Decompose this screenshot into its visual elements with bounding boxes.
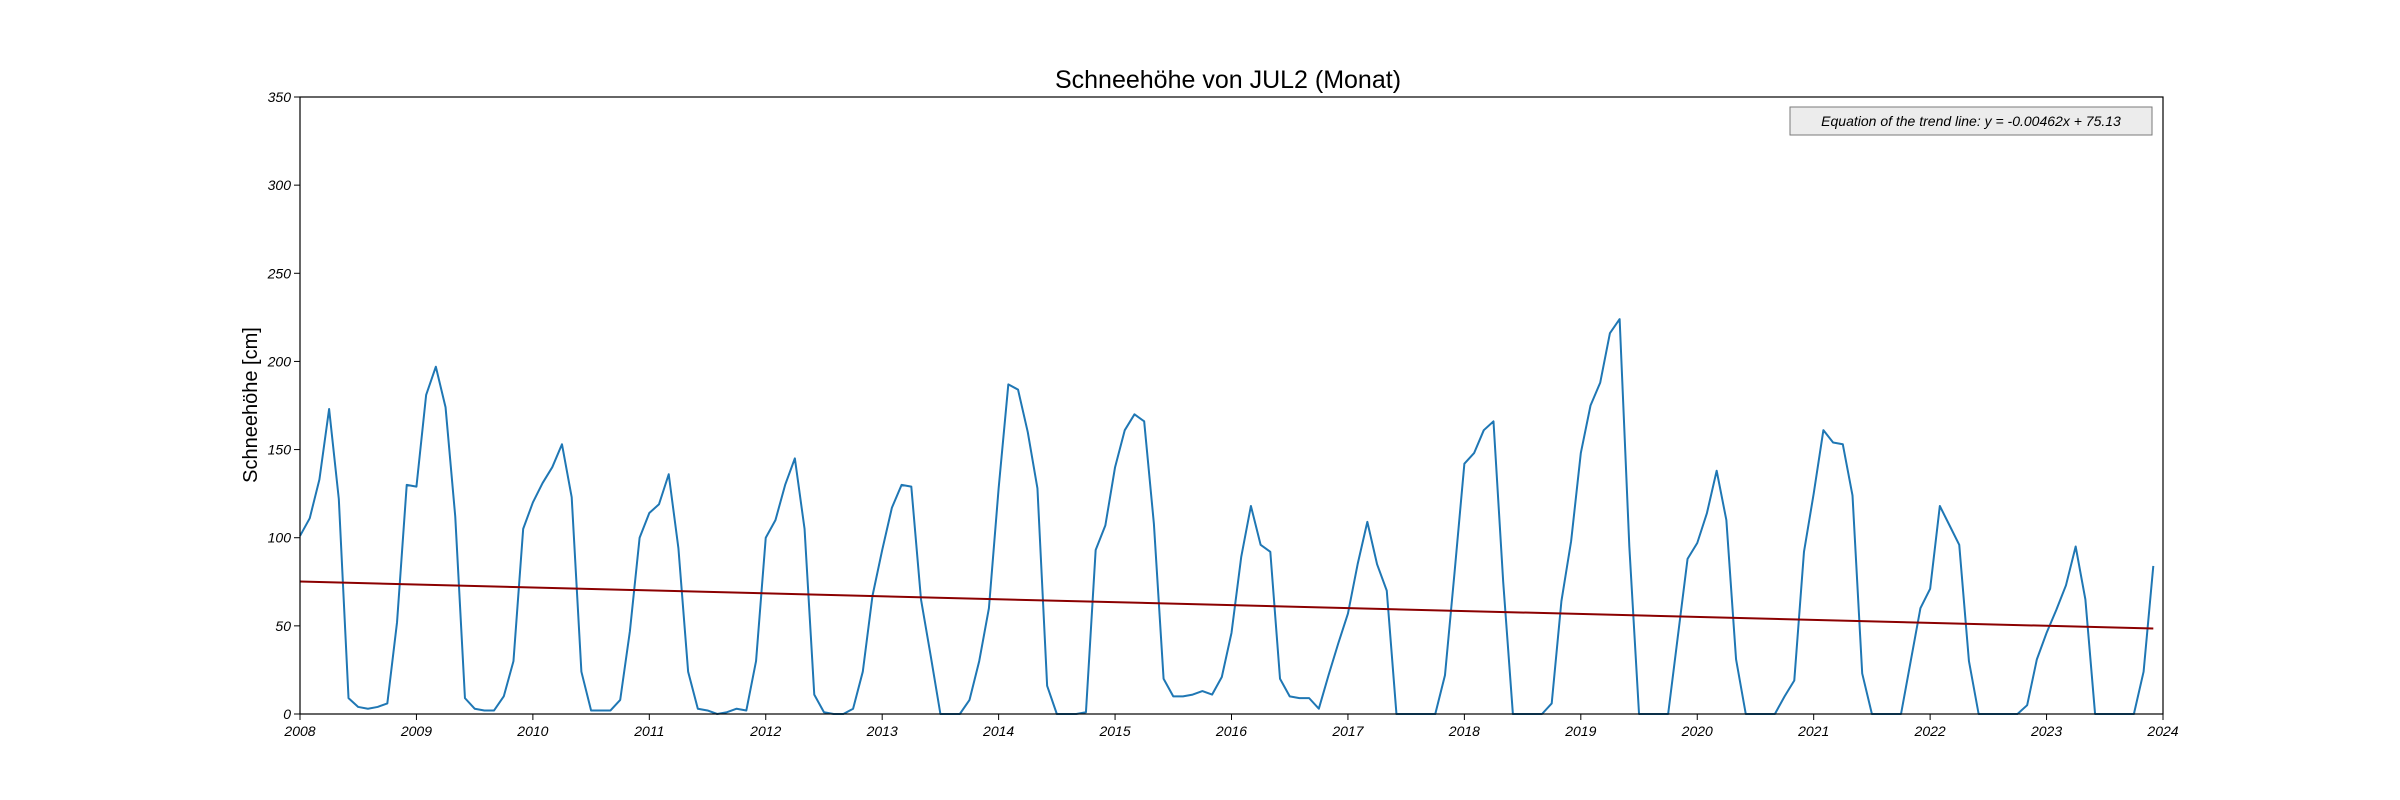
x-tick-label: 2018 [1448, 723, 1480, 739]
y-tick-label: 150 [268, 442, 292, 458]
y-tick-label: 350 [268, 89, 292, 105]
x-tick-label: 2024 [2146, 723, 2178, 739]
y-axis-label: Schneehöhe [cm] [240, 327, 262, 483]
chart-title: Schneehöhe von JUL2 (Monat) [1055, 66, 1401, 94]
y-tick-label: 300 [268, 177, 292, 193]
trend-annotation: Equation of the trend line: y = -0.00462… [1789, 106, 2153, 136]
x-tick-label: 2022 [1914, 723, 1946, 739]
trend-equation-text: Equation of the trend line: y = -0.00462… [1821, 113, 2121, 129]
x-tick-label: 2010 [516, 723, 548, 739]
axes: 2008 2009 2010 2011 2012 2013 2014 2015 2016 2017… [267, 89, 2179, 739]
x-tick-label: 2020 [1681, 723, 1713, 739]
x-tick-label: 2012 [749, 723, 781, 739]
y-tick-label: 200 [267, 353, 292, 369]
y-tick-label: 50 [275, 618, 291, 634]
x-tick-label: 2023 [2030, 723, 2062, 739]
x-tick-label: 2014 [982, 723, 1014, 739]
x-tick-label: 2008 [283, 723, 315, 739]
x-tick-label: 2009 [400, 723, 432, 739]
x-tick-label: 2011 [633, 723, 664, 739]
snow-depth-line [299, 318, 2155, 715]
x-tick-label: 2015 [1098, 723, 1130, 739]
x-tick-label: 2019 [1564, 723, 1596, 739]
x-tick-label: 2021 [1797, 723, 1829, 739]
y-tick-label: 0 [283, 706, 291, 722]
x-tick-label: 2017 [1331, 723, 1364, 739]
plot-area [299, 318, 2155, 715]
x-tick-label: 2016 [1215, 723, 1247, 739]
y-tick-label: 250 [267, 265, 292, 281]
x-tick-label: 2013 [866, 723, 898, 739]
y-tick-label: 100 [268, 530, 292, 546]
annotation-box [1789, 106, 2153, 136]
trend-line [299, 580, 2154, 630]
